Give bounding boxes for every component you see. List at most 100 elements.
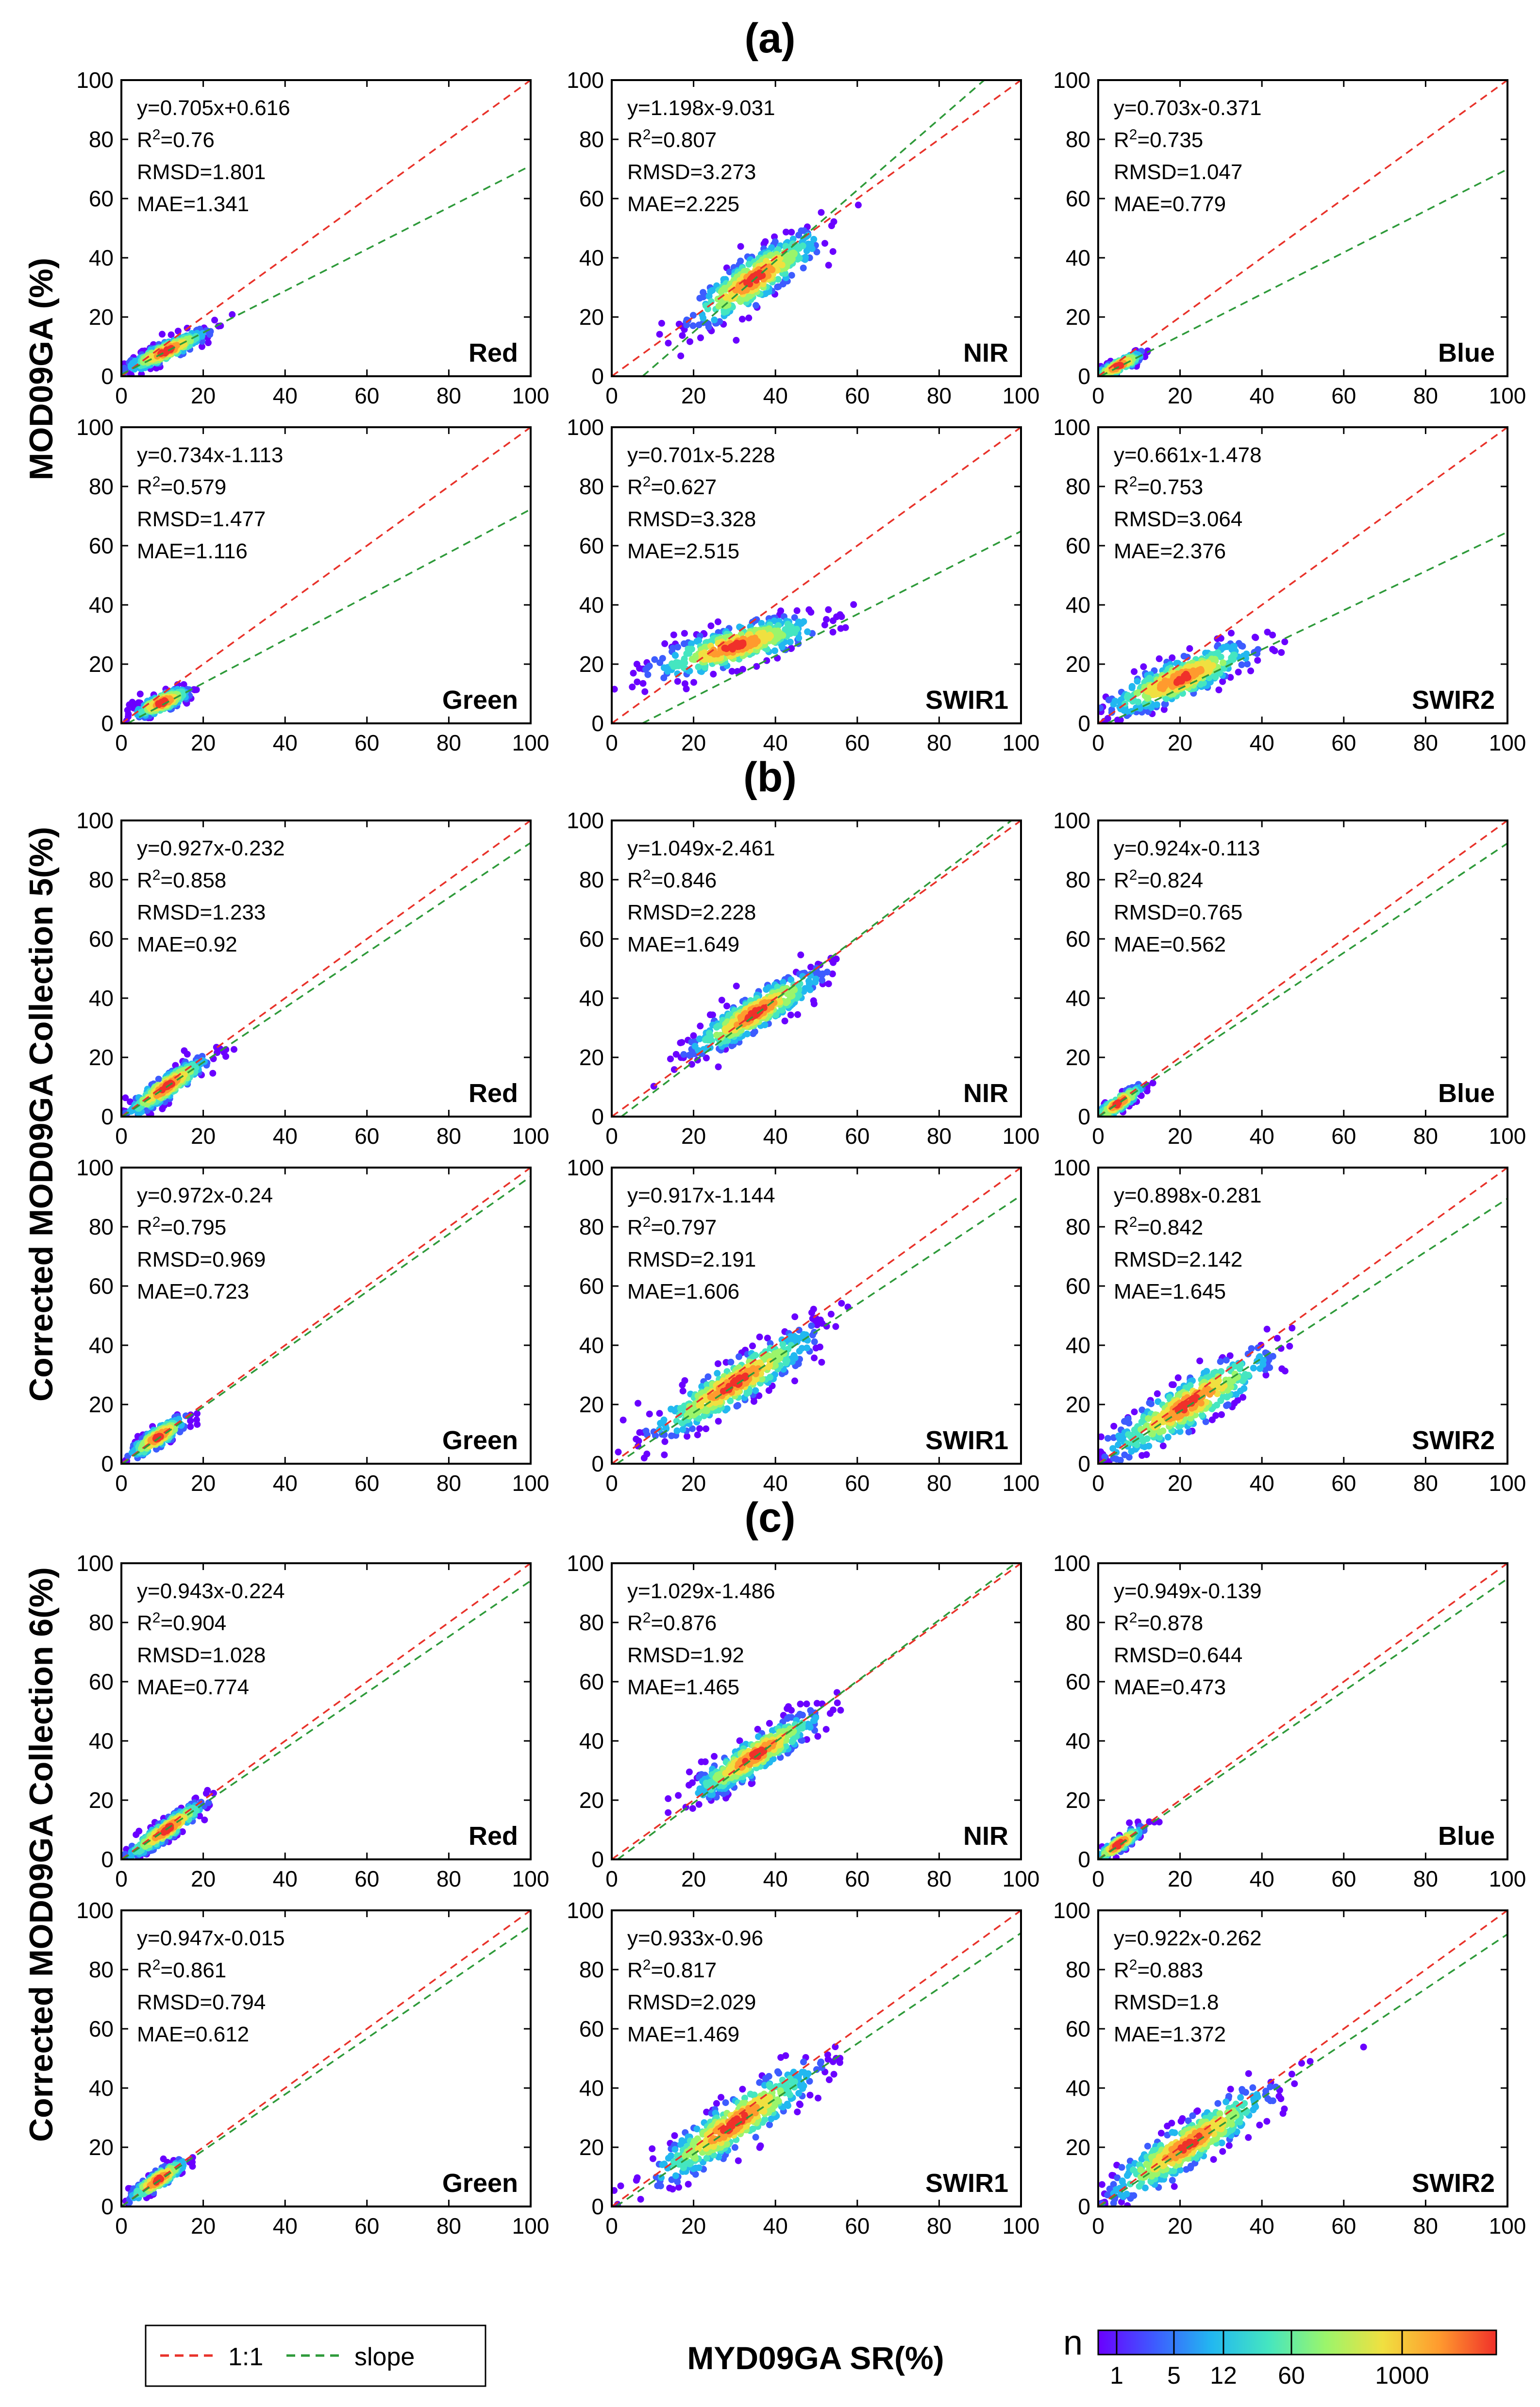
data-point — [1234, 1397, 1241, 1404]
data-point — [1145, 1415, 1152, 1422]
data-point — [764, 1335, 771, 1342]
data-point — [739, 666, 746, 673]
r-squared-label: R2=0.627 — [627, 474, 717, 499]
data-point — [838, 1300, 845, 1307]
data-point — [679, 1426, 686, 1433]
plot-frame — [120, 1167, 532, 1465]
r-squared-value: =0.842 — [1137, 1216, 1203, 1239]
y-tick-label: 60 — [89, 1669, 114, 1694]
y-tick-label: 40 — [1066, 986, 1090, 1011]
data-point — [787, 638, 794, 646]
data-point — [787, 976, 795, 984]
x-tick-label: 100 — [1489, 383, 1526, 408]
data-point — [1161, 701, 1168, 708]
x-tick-label: 40 — [1250, 730, 1274, 755]
data-point — [1138, 1406, 1146, 1414]
data-point — [1262, 1366, 1269, 1373]
y-tick-label: 40 — [1066, 592, 1090, 618]
x-tick-label: 60 — [1331, 1123, 1356, 1149]
data-point — [1185, 1428, 1192, 1436]
x-tick-label: 0 — [115, 1123, 128, 1149]
data-point — [811, 1354, 818, 1362]
plot-frame — [120, 79, 532, 377]
y-tick-label: 20 — [579, 304, 604, 330]
data-point — [679, 1381, 686, 1388]
one-to-one-line — [1098, 80, 1507, 376]
x-tick-label: 20 — [191, 1123, 216, 1149]
data-point — [821, 621, 828, 629]
data-point — [791, 1377, 798, 1385]
one-to-one-line — [1098, 427, 1507, 723]
data-point — [1212, 1412, 1220, 1419]
x-tick-label: 100 — [1003, 383, 1040, 408]
x-tick-label: 40 — [273, 1123, 298, 1149]
x-tick-label: 100 — [1003, 730, 1040, 755]
data-point — [765, 1363, 772, 1371]
data-point — [1233, 1391, 1240, 1398]
y-tick-label: 100 — [1053, 415, 1090, 440]
y-tick-label: 20 — [1066, 304, 1090, 330]
data-point — [774, 276, 782, 283]
data-point — [1148, 1400, 1155, 1407]
x-tick-label: 80 — [927, 1471, 952, 1496]
y-tick-label: 100 — [76, 415, 114, 440]
band-label: Blue — [1438, 1079, 1495, 1108]
data-point — [1174, 1374, 1182, 1381]
x-tick-label: 20 — [681, 1471, 706, 1496]
y-tick-label: 20 — [579, 652, 604, 677]
data-point — [1170, 1381, 1177, 1388]
x-tick-label: 80 — [1413, 1123, 1438, 1149]
data-point — [763, 657, 770, 664]
band-label: Red — [469, 1822, 518, 1851]
data-point — [697, 1022, 704, 1030]
data-point — [736, 1737, 743, 1744]
data-point — [837, 625, 844, 632]
data-point — [755, 1733, 762, 1740]
section-label-c: (c) — [744, 1494, 795, 1541]
y-tick-label: 0 — [101, 1451, 114, 1476]
data-point — [829, 629, 837, 635]
x-tick-label: 20 — [1168, 383, 1192, 408]
y-tick-label: 0 — [1078, 1104, 1090, 1129]
y-tick-label: 60 — [89, 926, 114, 952]
data-point — [727, 1397, 734, 1404]
data-point — [683, 685, 690, 692]
data-point — [678, 1039, 686, 1046]
data-point — [738, 316, 746, 323]
x-tick-label: 60 — [354, 1123, 379, 1149]
data-point — [763, 986, 770, 993]
point-cloud — [612, 601, 857, 695]
data-point — [1248, 1345, 1255, 1352]
x-tick-label: 0 — [1092, 1471, 1105, 1496]
y-tick-label: 100 — [76, 1551, 114, 1576]
data-point — [1198, 1412, 1205, 1419]
band-label: SWIR1 — [925, 1426, 1008, 1455]
data-point — [774, 284, 781, 291]
data-point — [1219, 678, 1226, 685]
data-point — [672, 652, 679, 659]
one-to-one-line — [121, 80, 531, 376]
y-tick-label: 60 — [579, 1273, 604, 1299]
y-tick-label: 60 — [1066, 1273, 1090, 1299]
y-tick-label: 20 — [89, 1045, 114, 1070]
data-point — [1098, 1433, 1105, 1440]
rmsd-label: RMSD=3.328 — [627, 507, 756, 531]
band-label: Red — [469, 338, 518, 368]
data-point — [691, 1043, 699, 1050]
data-point — [791, 614, 798, 621]
data-point — [714, 1360, 721, 1367]
slope-line — [620, 820, 1012, 1117]
data-point — [788, 645, 795, 652]
y-tick-label: 60 — [1066, 186, 1090, 211]
data-point — [753, 663, 760, 670]
y-tick-label: 100 — [567, 415, 604, 440]
plot-frame — [120, 819, 532, 1118]
data-point — [660, 1416, 668, 1423]
data-point — [202, 1790, 210, 1797]
one-to-one-line — [1098, 820, 1507, 1117]
x-tick-label: 20 — [191, 730, 216, 755]
x-tick-label: 40 — [1250, 1471, 1274, 1496]
one-to-one-line — [121, 1563, 531, 1859]
data-point — [661, 1438, 669, 1445]
data-point — [1220, 659, 1226, 667]
